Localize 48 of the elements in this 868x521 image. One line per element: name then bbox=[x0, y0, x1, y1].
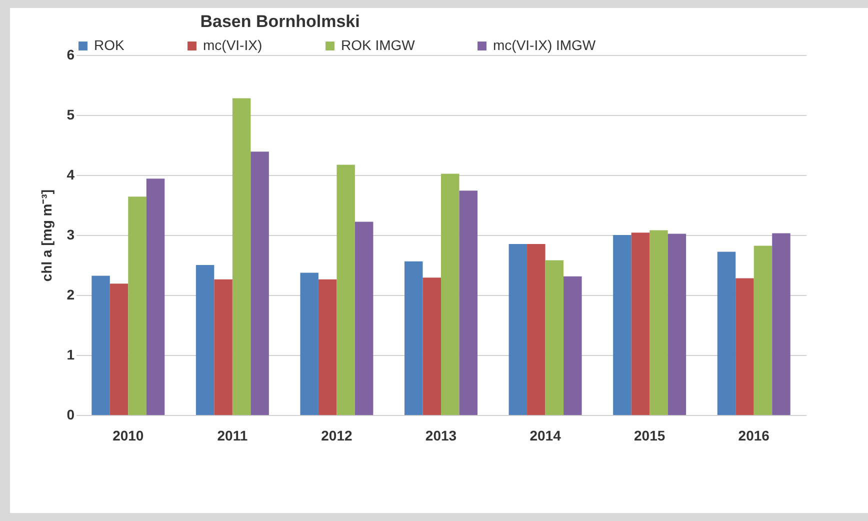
bar bbox=[336, 164, 355, 415]
x-tick-label: 2013 bbox=[425, 428, 457, 444]
bar bbox=[300, 272, 318, 415]
bar bbox=[146, 178, 165, 415]
bar bbox=[110, 284, 128, 415]
x-tick-label: 2015 bbox=[634, 428, 666, 444]
bar bbox=[527, 244, 546, 415]
chart-title: Basen Bornholmski bbox=[200, 12, 360, 31]
x-tick-label: 2010 bbox=[112, 428, 144, 444]
bar bbox=[422, 278, 441, 415]
bar bbox=[459, 190, 478, 415]
legend-label: ROK bbox=[94, 37, 125, 53]
bar bbox=[650, 230, 668, 415]
bar bbox=[717, 252, 736, 415]
bar bbox=[214, 279, 232, 415]
bar bbox=[668, 234, 686, 415]
y-tick-label: 3 bbox=[66, 226, 75, 242]
bar bbox=[613, 235, 632, 415]
legend-label: ROK IMGW bbox=[341, 37, 416, 53]
y-axis-title: chl a [mg m⁻³] bbox=[38, 189, 55, 282]
x-tick-label: 2014 bbox=[530, 428, 562, 444]
bar bbox=[754, 246, 772, 415]
bar bbox=[196, 265, 214, 415]
x-tick-label: 2011 bbox=[217, 428, 248, 444]
x-tick-label: 2012 bbox=[321, 428, 352, 444]
y-tick-label: 0 bbox=[66, 406, 75, 422]
bar bbox=[508, 244, 528, 415]
bar bbox=[318, 279, 337, 415]
y-tick-label: 1 bbox=[66, 346, 75, 362]
y-tick-label: 6 bbox=[66, 46, 75, 62]
bar bbox=[128, 196, 146, 415]
bar bbox=[232, 98, 251, 415]
bar bbox=[772, 233, 790, 415]
bar bbox=[250, 152, 269, 415]
bar bbox=[631, 232, 650, 415]
bar bbox=[545, 260, 564, 415]
legend-label: mc(VI-IX) IMGW bbox=[493, 37, 596, 53]
x-tick-label: 2016 bbox=[738, 428, 770, 444]
bar bbox=[404, 261, 423, 415]
bar bbox=[92, 276, 110, 415]
legend-label: mc(VI-IX) bbox=[203, 37, 262, 53]
y-tick-label: 5 bbox=[66, 106, 75, 122]
y-tick-label: 2 bbox=[66, 286, 75, 302]
bar bbox=[736, 278, 754, 415]
bar bbox=[564, 276, 582, 415]
bar bbox=[354, 222, 374, 415]
y-tick-label: 4 bbox=[66, 166, 75, 182]
bar bbox=[441, 174, 460, 415]
